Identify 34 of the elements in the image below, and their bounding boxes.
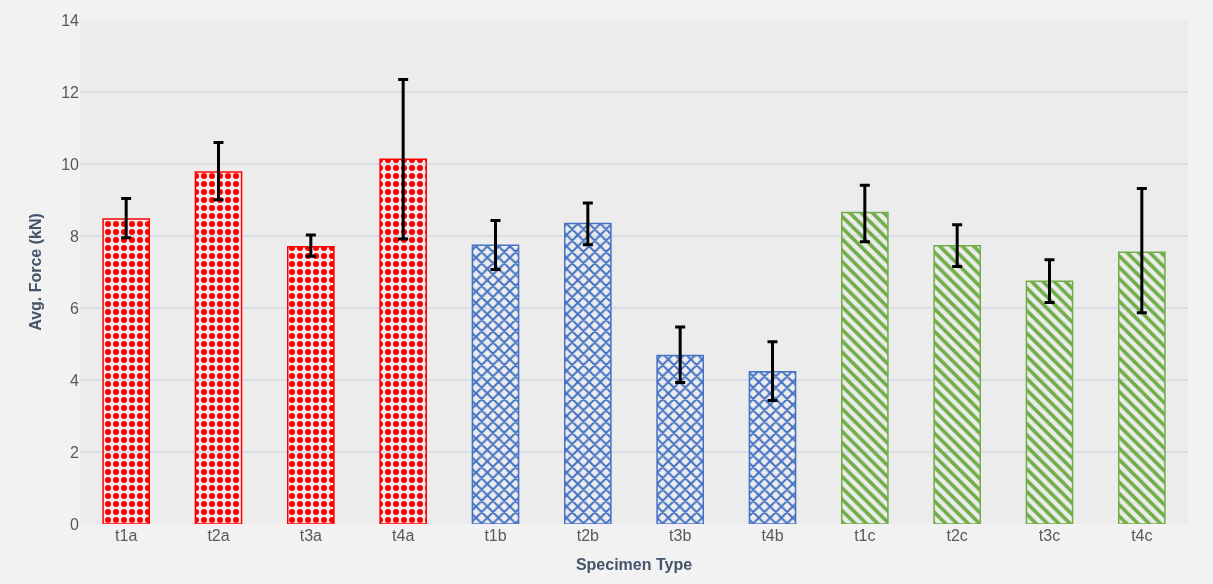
x-tick-label: t3c bbox=[1038, 527, 1061, 544]
bar bbox=[287, 246, 335, 524]
x-tick-label: t2a bbox=[207, 527, 230, 544]
x-tick-label: t1c bbox=[854, 527, 876, 544]
bar bbox=[1025, 280, 1074, 524]
x-tick-label: t2c bbox=[946, 527, 968, 544]
y-tick-label: 0 bbox=[70, 515, 80, 533]
y-tick-label: 2 bbox=[70, 443, 80, 461]
y-tick-label: 8 bbox=[70, 227, 80, 245]
bar bbox=[656, 354, 704, 524]
bar bbox=[841, 211, 889, 524]
y-tick-label: 4 bbox=[70, 371, 80, 389]
y-axis-title: Avg. Force (kN) bbox=[27, 213, 45, 331]
x-tick-label: t4b bbox=[761, 527, 784, 544]
bar bbox=[102, 218, 150, 524]
x-tick-label: t3a bbox=[299, 527, 323, 544]
x-tick-label: t2b bbox=[576, 527, 600, 544]
x-tick-label: t4a bbox=[392, 527, 415, 544]
bar bbox=[1118, 251, 1166, 524]
x-tick-label: t1b bbox=[484, 527, 507, 544]
y-tick-label: 10 bbox=[61, 155, 80, 173]
bar bbox=[471, 244, 520, 524]
bar bbox=[564, 222, 612, 524]
y-tick-label: 12 bbox=[61, 83, 80, 101]
x-tick-label: t4c bbox=[1131, 527, 1153, 544]
bar bbox=[933, 244, 981, 524]
x-axis-title: Specimen Type bbox=[575, 555, 693, 573]
x-tick-label: t1a bbox=[115, 527, 138, 544]
bar bbox=[194, 171, 243, 524]
bar bbox=[379, 158, 427, 524]
y-tick-label: 6 bbox=[70, 299, 80, 317]
x-tick-label: t3b bbox=[669, 527, 692, 544]
bar bbox=[748, 370, 797, 524]
y-tick-label: 14 bbox=[61, 11, 80, 29]
